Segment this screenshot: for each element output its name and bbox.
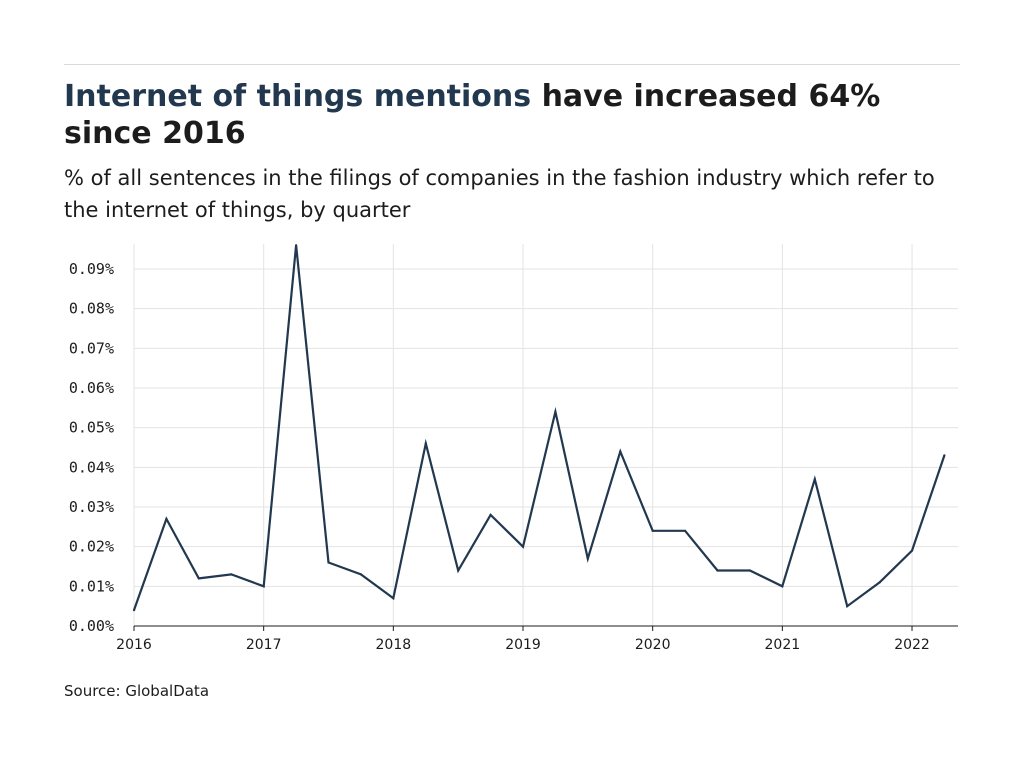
- data-point: [716, 569, 719, 572]
- data-point: [651, 529, 654, 532]
- chart-subtitle: % of all sentences in the filings of com…: [64, 166, 935, 222]
- data-point: [846, 605, 849, 608]
- data-point: [521, 545, 525, 548]
- data-point: [684, 529, 687, 532]
- x-tick-label: 2016: [116, 637, 152, 653]
- y-tick-label: 0.09%: [69, 260, 114, 278]
- x-tick-label: 2022: [894, 637, 930, 653]
- data-point: [586, 557, 589, 560]
- data-point: [813, 478, 816, 481]
- x-tick-label: 2017: [246, 637, 282, 653]
- chart-title-highlight: Internet of things mentions: [64, 79, 532, 114]
- series-line: [132, 245, 946, 611]
- data-point: [359, 573, 362, 576]
- data-point: [554, 410, 557, 413]
- data-point: [230, 573, 233, 576]
- y-tick-label: 0.03%: [69, 498, 114, 516]
- data-point: [132, 609, 136, 612]
- data-point: [878, 581, 881, 584]
- data-point: [424, 442, 427, 445]
- y-tick-label: 0.08%: [69, 300, 114, 318]
- data-point: [295, 244, 298, 247]
- data-point: [619, 450, 622, 453]
- y-tick-label: 0.05%: [69, 419, 114, 437]
- y-tick-label: 0.00%: [69, 617, 114, 635]
- data-point: [197, 577, 200, 580]
- y-tick-label: 0.02%: [69, 538, 114, 556]
- data-point: [262, 585, 265, 588]
- x-tick-label: 2019: [505, 637, 541, 653]
- data-point: [165, 517, 168, 521]
- x-tick-label: 2020: [635, 637, 671, 653]
- chart-title: Internet of things mentions have increas…: [64, 78, 960, 152]
- y-tick-label: 0.01%: [69, 577, 114, 595]
- data-point: [457, 569, 460, 572]
- data-point: [943, 454, 946, 457]
- y-tick-label: 0.04%: [69, 458, 114, 476]
- data-point: [392, 597, 395, 600]
- y-tick-label: 0.07%: [69, 339, 114, 357]
- data-point: [781, 585, 784, 588]
- data-point: [327, 561, 330, 564]
- y-tick-label: 0.06%: [69, 379, 114, 397]
- top-divider: [64, 64, 960, 65]
- data-point: [489, 513, 492, 517]
- x-tick-label: 2021: [765, 637, 801, 653]
- data-point: [748, 569, 752, 572]
- data-point: [910, 549, 914, 552]
- chart-title-rest: have increased 64% since 2016: [64, 79, 881, 151]
- x-tick-label: 2018: [376, 637, 412, 653]
- source-note: Source: GlobalData: [64, 682, 210, 700]
